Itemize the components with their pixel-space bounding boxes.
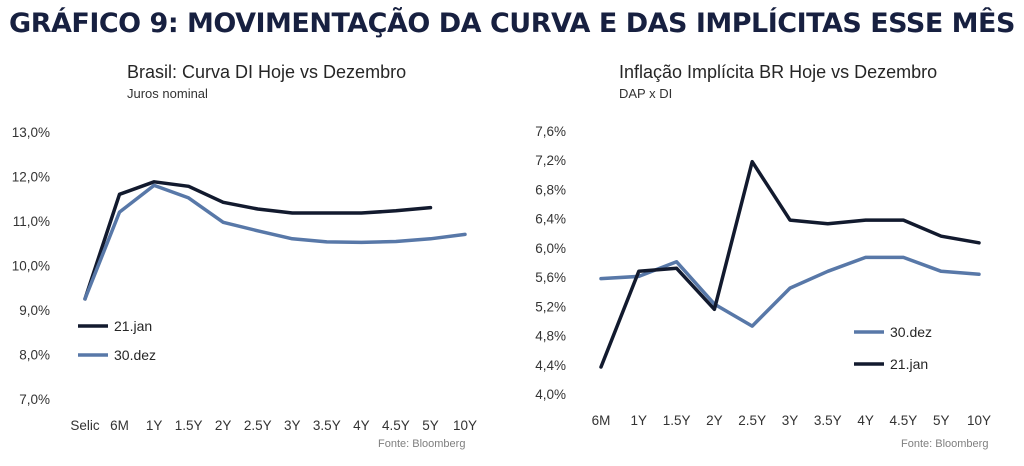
legend-label: 21.jan	[114, 318, 152, 334]
y-tick-label: 9,0%	[19, 303, 50, 318]
x-tick-label: 2Y	[215, 418, 232, 433]
x-tick-label: 10Y	[967, 413, 991, 428]
legend-label: 30.dez	[890, 324, 932, 340]
x-tick-label: 1.5Y	[175, 418, 203, 433]
x-tick-label: Selic	[70, 418, 100, 433]
chart-source: Fonte: Bloomberg	[901, 438, 989, 450]
y-tick-label: 4,8%	[535, 329, 566, 344]
x-tick-label: 4.5Y	[890, 413, 918, 428]
x-tick-label: 4.5Y	[382, 418, 410, 433]
x-tick-label: 5Y	[933, 413, 950, 428]
x-tick-label: 3.5Y	[814, 413, 842, 428]
page-title: GRÁFICO 9: MOVIMENTAÇÃO DA CURVA E DAS I…	[9, 8, 1015, 39]
chart-plot-area: 7,0% 8,0% 9,0% 10,0% 11,0% 12,0% 13,0% Selic 6M 1…	[12, 125, 477, 433]
x-tick-label: 5Y	[422, 418, 439, 433]
x-tick-label: 3Y	[284, 418, 301, 433]
series-line-21.jan	[83, 180, 433, 301]
x-tick-label: 4Y	[857, 413, 874, 428]
y-tick-label: 12,0%	[12, 170, 50, 185]
x-tick-label: 10Y	[453, 418, 477, 433]
x-tick-label: 1.5Y	[663, 413, 691, 428]
chart-source: Fonte: Bloomberg	[378, 438, 466, 450]
y-tick-label: 11,0%	[13, 214, 50, 229]
y-tick-label: 10,0%	[12, 259, 50, 274]
x-tick-label: 6M	[110, 418, 129, 433]
x-tick-label: 2.5Y	[738, 413, 766, 428]
x-tick-label: 6M	[592, 413, 611, 428]
y-tick-label: 7,0%	[19, 392, 50, 407]
chart-title: Inflação Implícita BR Hoje vs Dezembro	[619, 62, 938, 82]
x-tick-label: 3Y	[782, 413, 799, 428]
series-line-30.dez	[599, 255, 981, 328]
chart-subtitle: Juros nominal	[127, 86, 208, 101]
chart-title: Brasil: Curva DI Hoje vs Dezembro	[127, 62, 407, 82]
y-tick-label: 6,4%	[535, 212, 566, 227]
y-tick-label: 5,6%	[535, 270, 566, 285]
y-tick-label: 6,8%	[535, 182, 566, 197]
legend-label: 21.jan	[890, 356, 928, 372]
y-tick-label: 7,6%	[535, 124, 566, 139]
chart-di-curve: Brasil: Curva DI Hoje vs Dezembro Juros …	[0, 58, 500, 463]
y-tick-label: 13,0%	[12, 125, 50, 140]
chart-subtitle: DAP x DI	[619, 86, 673, 101]
y-tick-label: 5,2%	[535, 299, 566, 314]
y-tick-label: 4,0%	[535, 387, 566, 402]
x-tick-label: 1Y	[146, 418, 163, 433]
x-tick-label: 3.5Y	[313, 418, 341, 433]
chart-implied-inflation: Inflação Implícita BR Hoje vs Dezembro D…	[510, 58, 1024, 463]
x-tick-label: 2Y	[706, 413, 723, 428]
series-line-21.jan	[599, 159, 981, 369]
y-tick-label: 4,4%	[535, 358, 566, 373]
x-tick-label: 2.5Y	[244, 418, 272, 433]
x-tick-label: 4Y	[353, 418, 370, 433]
y-tick-label: 6,0%	[535, 241, 566, 256]
legend-label: 30.dez	[114, 347, 156, 363]
y-tick-label: 8,0%	[19, 348, 50, 363]
x-tick-label: 1Y	[631, 413, 648, 428]
series-line-30.dez	[83, 183, 467, 301]
chart-plot-area: 4,0% 4,4% 4,8% 5,2% 5,6% 6,0% 6,4% 6,8% 7,2% 7,6%…	[535, 124, 991, 428]
y-tick-label: 7,2%	[535, 153, 566, 168]
